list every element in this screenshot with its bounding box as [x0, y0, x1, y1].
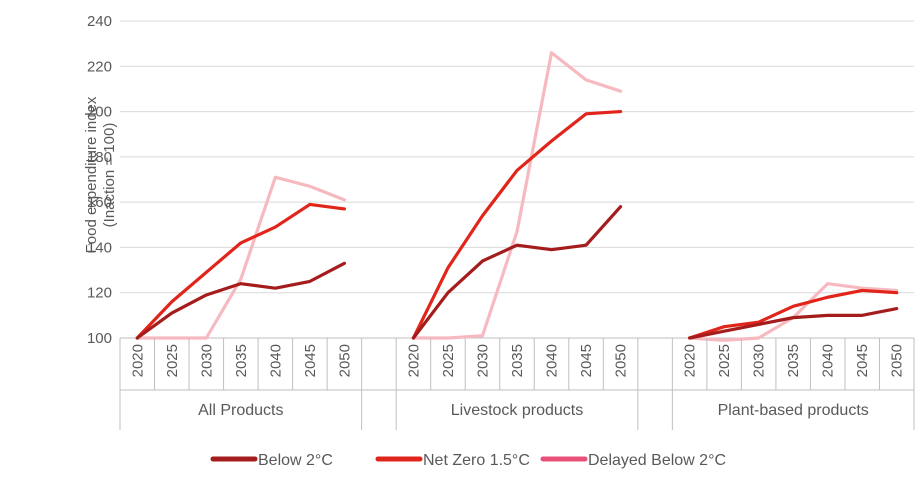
series-lines	[135, 51, 899, 342]
x-tick-label: 2045	[578, 344, 595, 377]
x-tick-label: 2020	[405, 344, 422, 377]
y-tick-label: 120	[87, 285, 112, 302]
y-tick-label: 200	[87, 104, 112, 121]
legend-label: Net Zero 1.5°C	[423, 452, 530, 469]
series-line	[688, 306, 899, 340]
series-line	[411, 109, 623, 340]
x-tick-label: 2035	[785, 344, 802, 377]
legend-label: Below 2°C	[258, 452, 333, 469]
x-tick-label: 2050	[336, 344, 353, 377]
series-line	[688, 288, 899, 340]
series-line	[135, 175, 346, 340]
legend: Below 2°C Net Zero 1.5°C Delayed Below 2°C	[210, 452, 726, 469]
x-tick-label: 2040	[267, 344, 284, 377]
x-tick-label: 2050	[889, 344, 906, 377]
group-label: Livestock products	[451, 402, 584, 419]
x-tick-label: 2030	[751, 344, 768, 377]
legend-label: Delayed Below 2°C	[588, 452, 726, 469]
x-axis: 2020 2025 2030 2035 2040 2045 2050 All Products…	[119, 338, 915, 430]
y-axis-sublabel: (Inaction = 100)	[101, 123, 118, 228]
y-tick-label: 160	[87, 194, 112, 211]
x-tick-label: 2045	[302, 344, 319, 377]
y-tick-label: 140	[87, 239, 112, 256]
x-tick-label: 2025	[440, 344, 457, 377]
series-line	[411, 205, 623, 340]
x-tick-label: 2040	[544, 344, 561, 377]
x-tick-label: 2030	[474, 344, 491, 377]
x-tick-label: 2045	[854, 344, 871, 377]
x-tick-label: 2035	[233, 344, 250, 377]
x-tick-label: 2040	[820, 344, 837, 377]
series-line	[135, 202, 346, 340]
y-tick-label: 180	[87, 149, 112, 166]
y-tick-label: 100	[87, 330, 112, 347]
series-line	[411, 51, 623, 340]
gridlines	[120, 20, 914, 339]
x-tick-label: 2020	[682, 344, 699, 377]
y-tick-label: 240	[87, 13, 112, 30]
x-tick-label: 2030	[198, 344, 215, 377]
y-tick-label: 220	[87, 58, 112, 75]
group-label: Plant-based products	[718, 402, 869, 419]
x-tick-label: 2035	[509, 344, 526, 377]
series-line	[135, 261, 346, 340]
x-tick-label: 2050	[613, 344, 630, 377]
y-axis: 100 120 140 160 180 200 220 240	[87, 13, 112, 347]
y-axis-label: Food expenditure index	[83, 96, 100, 253]
x-tick-label: 2025	[716, 344, 733, 377]
group-label: All Products	[198, 402, 283, 419]
x-tick-label: 2025	[164, 344, 181, 377]
x-tick-label: 2020	[129, 344, 146, 377]
y-axis-title: Food expenditure index (Inaction = 100)	[83, 96, 118, 253]
